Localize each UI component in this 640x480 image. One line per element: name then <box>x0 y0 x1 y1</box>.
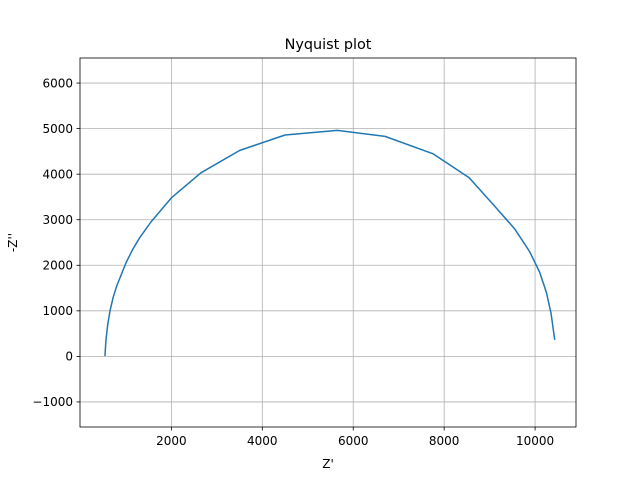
series-line-0 <box>104 129 556 357</box>
chart-title: Nyquist plot <box>285 37 372 53</box>
x-tick-label: 8000 <box>429 434 460 448</box>
y-tick-label: 2000 <box>42 259 73 273</box>
y-tick-label: 0 <box>65 350 73 364</box>
y-tick-label: −1000 <box>32 395 73 409</box>
y-tick-label: 1000 <box>42 304 73 318</box>
x-axis-label: Z' <box>322 457 334 471</box>
x-tick-label: 10000 <box>516 434 554 448</box>
tick-layer: 2000 4000 6000 8000 10000 −1000 0 1000 2000 3000 4… <box>32 76 554 448</box>
x-tick-label: 6000 <box>338 434 369 448</box>
y-tick-label: 5000 <box>42 122 73 136</box>
grid-layer <box>80 58 576 427</box>
plot-frame <box>79 57 577 428</box>
y-axis-label: -Z'' <box>6 233 20 252</box>
x-tick-label: 4000 <box>247 434 278 448</box>
x-tick-label: 2000 <box>156 434 187 448</box>
y-tick-label: 4000 <box>42 167 73 181</box>
y-tick-label: 6000 <box>42 76 73 90</box>
y-tick-label: 3000 <box>42 213 73 227</box>
plot-area <box>80 58 576 427</box>
series-layer <box>104 129 556 357</box>
